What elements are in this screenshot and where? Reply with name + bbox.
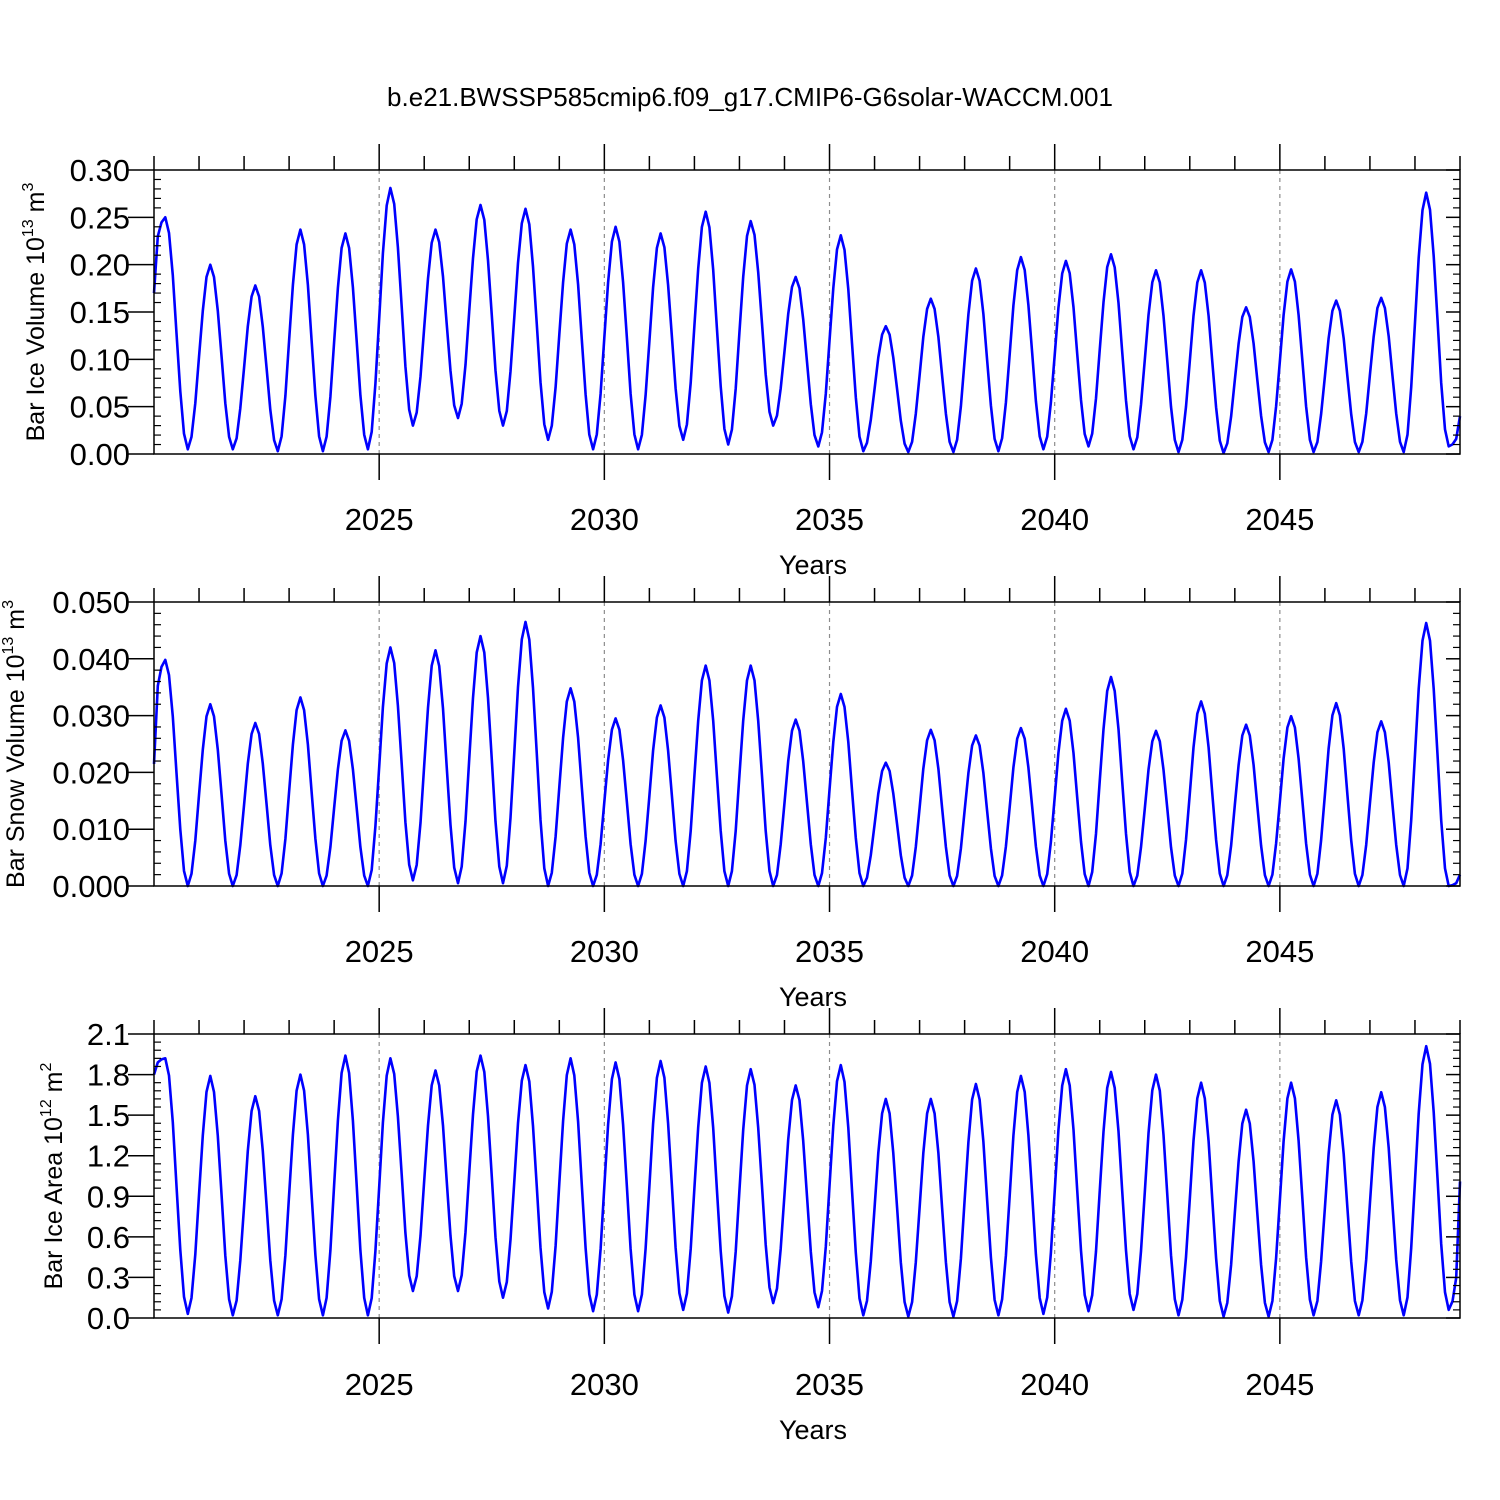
y-axis-label-ice-volume: Bar Ice Volume 1013 m3	[20, 183, 50, 442]
y-tick-label: 0.040	[52, 642, 130, 677]
y-axis-label-ice-volume-unit-exp: 3	[20, 183, 37, 192]
x-tick-label: 2025	[345, 1367, 414, 1402]
x-axis-label-snow-volume: Years	[779, 982, 847, 1012]
x-tick-label: 2040	[1020, 1367, 1089, 1402]
x-axis-label-ice-volume: Years	[779, 550, 847, 580]
series-snow-volume	[152, 620, 1462, 888]
x-tick-label: 2045	[1245, 502, 1314, 537]
series-line-ice-area	[152, 1044, 1462, 1318]
y-tick-label: 0.05	[70, 390, 130, 425]
y-tick-label: 1.8	[87, 1058, 130, 1093]
y-axis-label-snow-volume-exp: 13	[0, 637, 17, 655]
series-ice-area	[152, 1044, 1462, 1318]
x-tick-label: 2035	[795, 934, 864, 969]
plot-frame-snow-volume	[153, 601, 1461, 887]
x-tick-label: 2025	[345, 934, 414, 969]
series-line-snow-volume	[152, 620, 1462, 888]
y-tick-label: 0.10	[70, 342, 130, 377]
y-axis-label-ice-volume-unit: m	[22, 192, 50, 220]
plot-frame-ice-area	[153, 1033, 1461, 1319]
x-tick-label: 2035	[795, 1367, 864, 1402]
y-tick-label: 0.030	[52, 699, 130, 734]
y-tick-label: 0.3	[87, 1260, 130, 1295]
x-tick-label: 2030	[570, 934, 639, 969]
x-tick-label: 2040	[1020, 934, 1089, 969]
panel-ice-volume: 0.00 0.05 0.10 0.15 0.20 0.25 0.30 2025 2030 2035…	[20, 144, 1462, 580]
y-tick-label: 0.15	[70, 295, 130, 330]
y-tick-label: 0.010	[52, 812, 130, 847]
x-tick-label: 2045	[1245, 934, 1314, 969]
y-axis-label-snow-volume-unit-exp: 3	[0, 600, 17, 609]
x-tick-label: 2025	[345, 502, 414, 537]
y-axis-label-ice-volume-exp: 13	[20, 219, 37, 237]
series-line-ice-volume	[152, 186, 1462, 455]
y-axis-label-ice-area-main: Bar Ice Area 10	[40, 1117, 68, 1289]
y-tick-label: 1.2	[87, 1139, 130, 1174]
x-tick-label: 2030	[570, 502, 639, 537]
y-tick-label: 0.9	[87, 1179, 130, 1214]
x-tick-label: 2045	[1245, 1367, 1314, 1402]
y-tick-label: 0.25	[70, 200, 130, 235]
figure-title: b.e21.BWSSP585cmip6.f09_g17.CMIP6-G6sola…	[387, 82, 1113, 112]
y-tick-label: 0.30	[70, 153, 130, 188]
y-axis-label-ice-area-unit: m	[40, 1072, 68, 1100]
y-tick-label: 0.0	[87, 1301, 130, 1336]
x-tick-label: 2035	[795, 502, 864, 537]
y-tick-label: 0.20	[70, 248, 130, 283]
y-axis-label-ice-volume-main: Bar Ice Volume 10	[22, 237, 50, 441]
x-tick-label: 2040	[1020, 502, 1089, 537]
y-tick-label: 0.00	[70, 437, 130, 472]
axes-ice-area: 0.0 0.3 0.6 0.9 1.2 1.5 1.8 2.1 2025 2030 2035 2040…	[87, 1008, 1461, 1402]
y-axis-label-snow-volume-main: Bar Snow Volume 10	[2, 655, 30, 888]
y-tick-label: 0.050	[52, 585, 130, 620]
y-axis-label-ice-area-exp: 12	[38, 1099, 55, 1117]
y-tick-label: 0.6	[87, 1220, 130, 1255]
y-axis-label-ice-area-unit-exp: 2	[38, 1063, 55, 1072]
panel-ice-area: 0.0 0.3 0.6 0.9 1.2 1.5 1.8 2.1 2025 2030 2035 2040…	[38, 1008, 1462, 1445]
x-tick-label: 2030	[570, 1367, 639, 1402]
y-axis-label-ice-area: Bar Ice Area 1012 m2	[38, 1063, 68, 1290]
axes-snow-volume: 0.000 0.010 0.020 0.030 0.040 0.050 2025 2030 20…	[52, 576, 1461, 969]
y-axis-label-snow-volume-unit: m	[2, 609, 30, 637]
panel-snow-volume: 0.000 0.010 0.020 0.030 0.040 0.050 2025 2030 20…	[0, 576, 1462, 1012]
y-tick-label: 0.000	[52, 869, 130, 904]
y-tick-label: 1.5	[87, 1098, 130, 1133]
x-axis-label-ice-area: Years	[779, 1415, 847, 1445]
series-ice-volume	[152, 186, 1462, 455]
y-tick-label: 2.1	[87, 1017, 130, 1052]
y-axis-label-snow-volume: Bar Snow Volume 1013 m3	[0, 600, 30, 888]
y-tick-label: 0.020	[52, 755, 130, 790]
plot-frame-ice-volume	[153, 169, 1461, 455]
axes-ice-volume: 0.00 0.05 0.10 0.15 0.20 0.25 0.30 2025 2030 2035…	[70, 144, 1461, 537]
